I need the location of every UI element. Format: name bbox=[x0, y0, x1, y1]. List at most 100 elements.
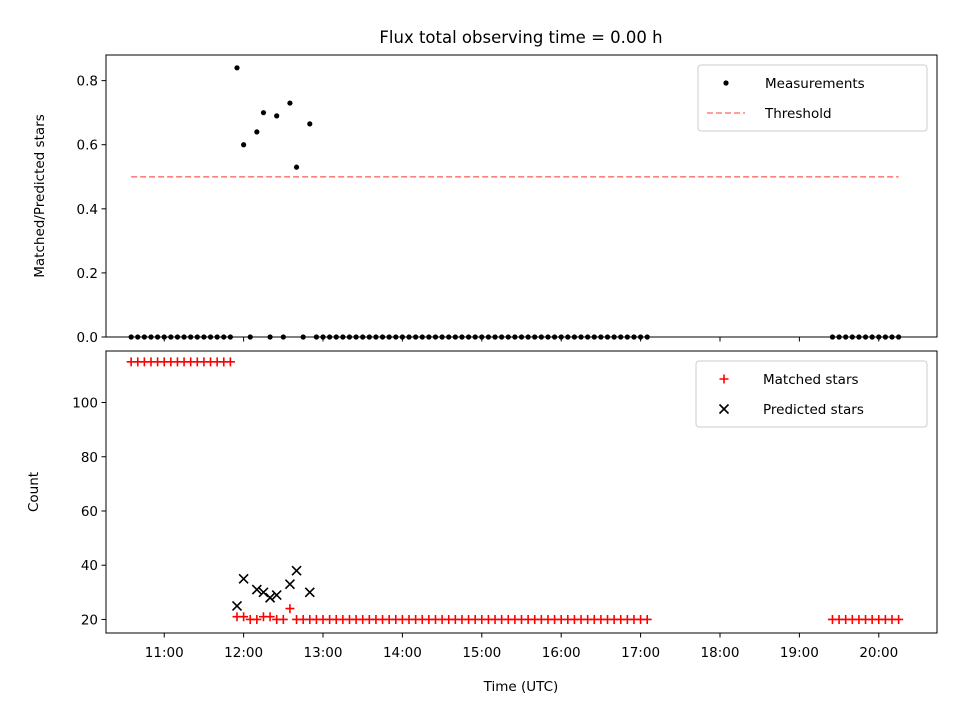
series-1 bbox=[126, 357, 904, 624]
measurement-point bbox=[313, 334, 319, 340]
matched-point bbox=[252, 614, 262, 624]
y-tick-label: 0.6 bbox=[77, 138, 98, 154]
measurement-point bbox=[419, 334, 425, 340]
legend-box bbox=[697, 64, 928, 132]
measurement-point bbox=[135, 334, 141, 340]
measurement-point bbox=[366, 334, 372, 340]
bottom-panel: 11:00 12:00 13:00 14:00 15:00 16:00 17:00 18:00… bbox=[26, 350, 938, 661]
measurement-point bbox=[214, 334, 220, 340]
y-tick-label: 100 bbox=[72, 396, 98, 412]
measurement-point bbox=[221, 334, 227, 340]
legend: Measurements Threshold bbox=[697, 64, 928, 132]
matched-point bbox=[894, 614, 904, 624]
measurement-point bbox=[426, 334, 432, 340]
y-tick-label: 20 bbox=[81, 612, 98, 628]
measurement-point bbox=[532, 334, 538, 340]
measurement-point bbox=[360, 334, 366, 340]
measurement-point bbox=[439, 334, 445, 340]
matched-point bbox=[239, 612, 249, 622]
measurement-point bbox=[465, 334, 472, 340]
measurement-point bbox=[280, 334, 286, 340]
x-tick-label: 12:00 bbox=[224, 645, 263, 661]
y-tick-label: 40 bbox=[81, 558, 98, 574]
measurement-point bbox=[320, 334, 326, 340]
measurement-point bbox=[459, 334, 465, 340]
y-tick-label: 80 bbox=[81, 450, 98, 466]
y-axis-label: Matched/Predicted stars bbox=[32, 114, 48, 277]
measurement-point bbox=[241, 142, 247, 148]
matched-point bbox=[285, 604, 295, 614]
measurement-point bbox=[545, 334, 551, 340]
predicted-point bbox=[258, 587, 269, 598]
measurement-point bbox=[869, 334, 875, 340]
measurement-point bbox=[644, 334, 650, 340]
measurement-point bbox=[578, 334, 584, 340]
measurement-point bbox=[446, 334, 452, 340]
measurement-point bbox=[598, 334, 604, 340]
measurement-point bbox=[862, 334, 869, 340]
measurement-point bbox=[876, 334, 882, 340]
measurement-point bbox=[624, 334, 630, 340]
legend-label: Measurements bbox=[765, 76, 865, 92]
matched-point bbox=[278, 614, 288, 624]
matched-point bbox=[225, 357, 235, 367]
measurement-point bbox=[174, 334, 181, 340]
measurement-point bbox=[896, 334, 902, 340]
measurement-point bbox=[340, 334, 346, 340]
measurement-point bbox=[499, 334, 505, 340]
x-tick-label: 17:00 bbox=[621, 645, 660, 661]
measurement-point bbox=[194, 334, 200, 340]
figure-title: Flux total observing time = 0.00 h bbox=[379, 28, 662, 47]
measurement-point bbox=[432, 334, 439, 340]
measurement-point bbox=[631, 334, 637, 340]
legend-handle-predicted bbox=[718, 403, 730, 415]
measurement-point bbox=[538, 334, 544, 340]
y-tick-label: 0.0 bbox=[77, 330, 98, 346]
measurement-point bbox=[591, 334, 597, 340]
predicted-point bbox=[251, 584, 262, 595]
predicted-point bbox=[284, 579, 295, 590]
measurement-point bbox=[128, 334, 134, 340]
measurement-point bbox=[406, 334, 412, 340]
measurement-point bbox=[452, 334, 458, 340]
measurement-point bbox=[234, 65, 240, 71]
measurement-point bbox=[287, 100, 293, 106]
measurement-point bbox=[333, 334, 339, 340]
measurement-point bbox=[889, 334, 895, 340]
x-tick-label: 16:00 bbox=[542, 645, 581, 661]
series-2 bbox=[231, 565, 315, 611]
measurement-point bbox=[373, 334, 379, 340]
measurement-point bbox=[492, 334, 498, 340]
measurement-point bbox=[611, 334, 617, 340]
measurement-point bbox=[618, 334, 624, 340]
measurement-point bbox=[849, 334, 855, 340]
x-tick-label: 19:00 bbox=[780, 645, 819, 661]
series-1 bbox=[128, 65, 902, 340]
measurement-point bbox=[386, 334, 392, 340]
measurement-point bbox=[413, 334, 419, 340]
x-tick-label: 15:00 bbox=[462, 645, 501, 661]
x-tick-label: 18:00 bbox=[701, 645, 740, 661]
measurement-point bbox=[518, 334, 525, 340]
measurement-point bbox=[836, 334, 842, 340]
measurement-point bbox=[254, 129, 260, 135]
measurement-point bbox=[558, 334, 564, 340]
measurement-point bbox=[293, 164, 300, 170]
matched-point bbox=[265, 612, 275, 622]
legend-label: Matched stars bbox=[763, 372, 859, 388]
measurement-point bbox=[201, 334, 207, 340]
measurement-point bbox=[479, 334, 485, 340]
measurement-point bbox=[379, 334, 386, 340]
measurement-point bbox=[843, 334, 849, 340]
measurement-point bbox=[512, 334, 518, 340]
y-axis-label: Count bbox=[26, 472, 42, 512]
measurement-point bbox=[300, 334, 306, 340]
x-tick-label: 11:00 bbox=[145, 645, 184, 661]
predicted-point bbox=[291, 565, 302, 576]
measurement-point bbox=[327, 334, 333, 340]
measurement-point bbox=[260, 110, 267, 116]
legend-handle-matched bbox=[719, 374, 729, 384]
legend-handle-measurements bbox=[723, 80, 729, 86]
measurement-point bbox=[882, 334, 888, 340]
x-axis-label: Time (UTC) bbox=[483, 679, 559, 695]
